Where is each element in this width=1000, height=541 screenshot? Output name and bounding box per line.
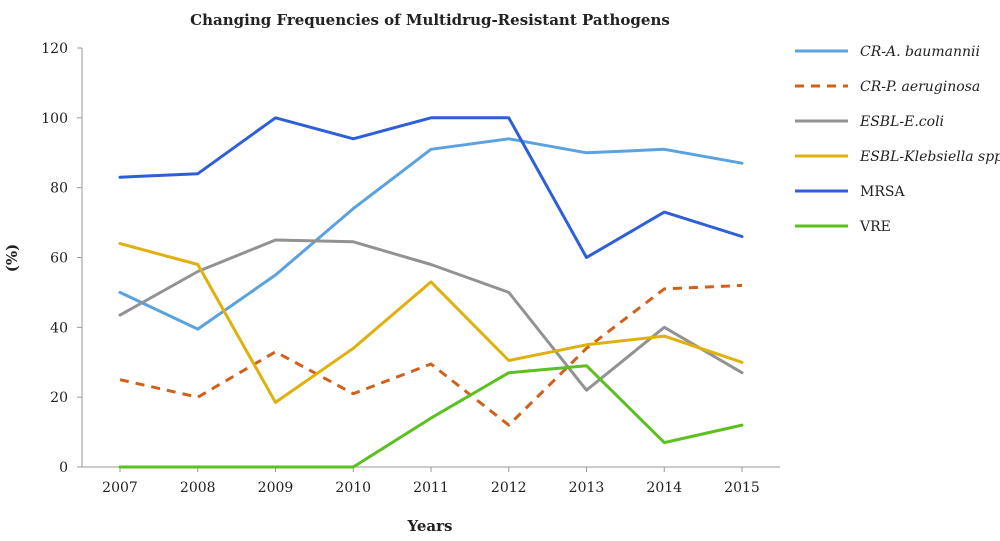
series-line-cr-p-aeruginosa	[119, 283, 743, 427]
x-tick-label: 2012	[491, 480, 527, 496]
series-group	[118, 116, 744, 469]
legend-label-esbl-klebsiella-spp: ESBL-Klebsiella spp.	[859, 149, 1000, 165]
series-line-vre	[118, 364, 744, 469]
y-tick-label: 0	[59, 460, 68, 476]
y-tick-label: 100	[41, 111, 68, 127]
y-tick-label: 20	[50, 390, 68, 406]
y-tick-label: 80	[50, 181, 68, 197]
x-tick-label: 2009	[258, 480, 294, 496]
legend-label-mrsa: MRSA	[860, 184, 905, 200]
x-tick-label: 2014	[646, 480, 682, 496]
series-line-esbl-klebsiella-spp	[118, 242, 744, 404]
legend-label-esbl-e-coli: ESBL-E.coli	[859, 114, 944, 130]
x-tick-label: 2015	[724, 480, 760, 496]
x-tick-label: 2011	[413, 480, 449, 496]
series-line-esbl-e-coli	[118, 238, 744, 392]
x-axis-label: Years	[406, 517, 452, 535]
x-tick-label: 2013	[569, 480, 605, 496]
x-tick-label: 2010	[335, 480, 371, 496]
y-tick-label: 60	[50, 251, 68, 267]
chart-title: Changing Frequencies of Multidrug-Resist…	[190, 11, 670, 29]
y-tick-label: 40	[50, 320, 68, 336]
legend-label-cr-a-baumannii: CR-A. baumannii	[860, 44, 980, 60]
x-tick-label: 2007	[102, 480, 138, 496]
y-tick-label: 120	[41, 41, 68, 57]
x-tick-label: 2008	[180, 480, 216, 496]
legend: CR-A. baumannii CR-P. aeruginosa ESBL-E.co…	[795, 44, 1000, 235]
series-line-mrsa	[118, 116, 744, 259]
legend-label-vre: VRE	[859, 219, 891, 235]
legend-label-cr-p-aeruginosa: CR-P. aeruginosa	[860, 79, 980, 95]
y-axis-label: (%)	[3, 244, 21, 272]
y-tick-group: 0 20 40 60 80 100 120	[41, 41, 82, 476]
x-tick-group: 2007 2008 2009 2010 2011 2012 2013 2014 2015	[102, 467, 760, 496]
